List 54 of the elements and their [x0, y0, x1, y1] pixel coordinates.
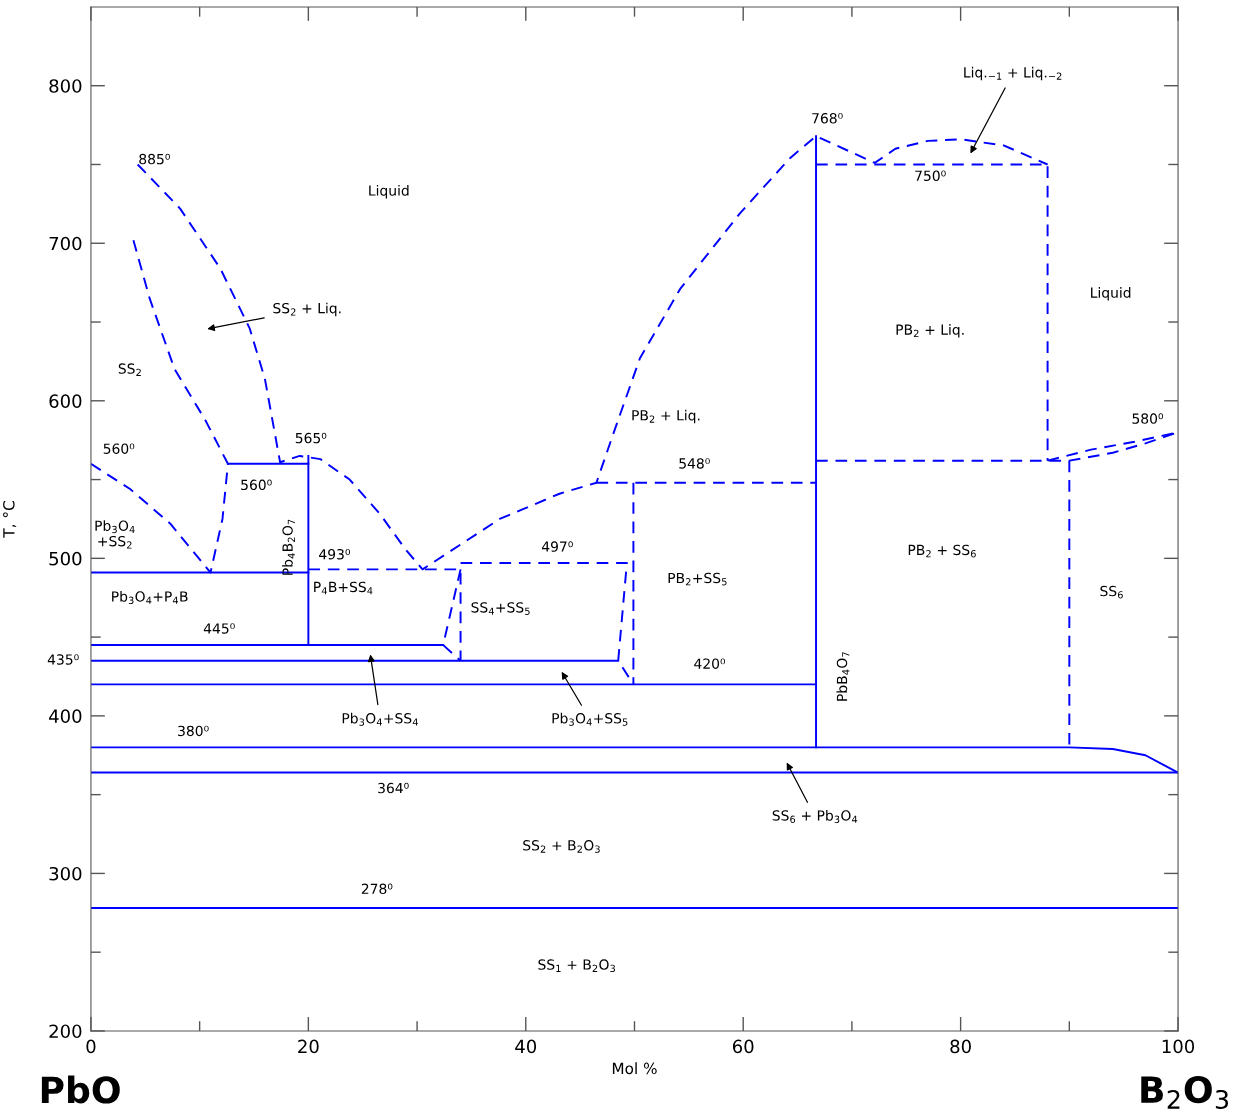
y-tick-label: 200: [49, 1024, 82, 1039]
annotation: P$_{4}$B+SS$_{4}$: [314, 581, 373, 595]
annotation: 435⁰: [47, 654, 79, 665]
annotation: SS$_{1}$ + B$_{2}$O$_{3}$: [538, 959, 615, 973]
annotation: 445⁰: [203, 623, 235, 634]
x-tick-label: 40: [515, 1039, 537, 1054]
x-tick-label: 0: [86, 1039, 96, 1054]
y-tick-label: 300: [49, 866, 82, 881]
annotation: SS$_{4}$+SS$_{5}$: [471, 602, 530, 615]
annotation: PB$_{2}$ + Liq.: [896, 324, 964, 338]
x-tick-label: 100: [1162, 1039, 1195, 1054]
annotation: PB$_{2}$+SS$_{5}$: [668, 572, 727, 586]
annotation: 497⁰: [541, 541, 573, 552]
annotation: 560⁰: [103, 443, 135, 454]
annotation: Pb$_{3}$O$_{4}$ +SS$_{2}$: [95, 520, 135, 549]
x-tick-label: 80: [950, 1039, 971, 1054]
annotation: Pb$_{3}$O$_{4}$+P$_{4}$B: [112, 591, 188, 604]
annotation: 364⁰: [378, 782, 409, 794]
x-tick-label: 60: [732, 1039, 754, 1054]
annotation: PbB$_{4}$O$_{7}$: [836, 652, 850, 701]
x-axis-title: Mol %: [612, 1062, 657, 1075]
annotation: SS$_{2}$ + Liq.: [273, 302, 341, 317]
annotation: 548⁰: [679, 458, 710, 469]
y-tick-label: 500: [49, 551, 82, 566]
annotation: SS$_{2}$ + B$_{2}$O$_{3}$: [523, 840, 600, 853]
text: PbO: [41, 1075, 120, 1104]
annotation: PB$_{2}$ + Liq.: [632, 409, 700, 424]
annotation: Liquid: [1091, 287, 1131, 301]
annotation: 380⁰: [178, 725, 209, 737]
y-tick-label: 600: [49, 394, 82, 408]
annotation: Pb$_{3}$O$_{4}$+SS$_{4}$: [342, 712, 418, 726]
annotation: 580⁰: [1132, 413, 1164, 424]
y-tick-label: 400: [49, 709, 82, 723]
annotation: 885⁰: [139, 153, 170, 165]
annotation: 493⁰: [319, 549, 351, 560]
annotation: SS$_{6}$: [1100, 585, 1123, 599]
annotation: Liquid: [369, 185, 409, 199]
y-tick-label: 700: [49, 236, 82, 251]
annotation: Pb$_{4}$B$_{2}$O$_{7}$: [282, 519, 295, 575]
annotation: 768⁰: [812, 112, 843, 124]
annotation: PB$_{2}$ + SS$_{6}$: [908, 544, 976, 558]
y-tick-label: 800: [49, 79, 82, 93]
text: B$_{2}$O$_{3}$: [1141, 1075, 1229, 1109]
y-axis-title: T, °C: [3, 501, 17, 538]
annotation: 560⁰: [241, 479, 272, 491]
x-tick-label: 20: [298, 1039, 319, 1054]
annotation: SS$_{6}$ + Pb$_{3}$O$_{4}$: [772, 809, 858, 823]
annotation: 420⁰: [694, 658, 726, 669]
annotation: Pb$_{3}$O$_{4}$+SS$_{5}$: [552, 712, 628, 726]
annotation: Liq.$_{−1}$ + Liq.$_{−2}$: [964, 66, 1062, 81]
annotation: 565⁰: [295, 432, 327, 444]
annotation: 750⁰: [915, 170, 946, 182]
annotation: 278⁰: [361, 883, 393, 895]
annotation: SS$_{2}$: [118, 363, 141, 376]
